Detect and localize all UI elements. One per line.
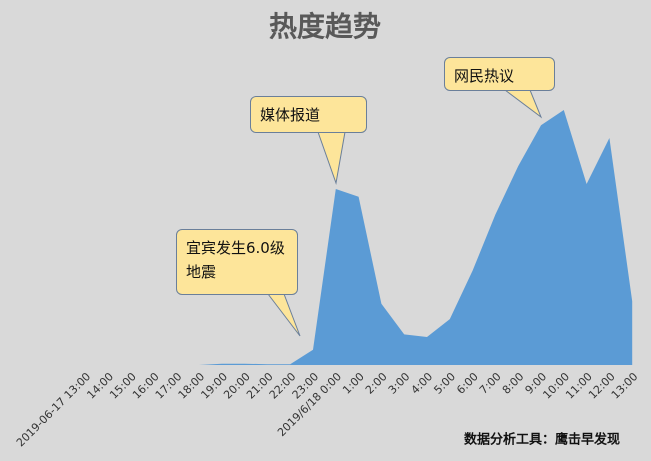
- x-tick-label: 7:00: [477, 370, 504, 397]
- x-tick-label: 2019-06-17 13:00: [14, 370, 93, 449]
- footnote: 数据分析工具：鹰击早发现: [464, 432, 620, 448]
- area: [85, 110, 633, 365]
- x-tick-label: 2:00: [363, 370, 390, 397]
- x-tick-label: 1:00: [340, 370, 367, 397]
- chart-title: 热度趋势: [269, 10, 381, 43]
- callout: 宜宾发生6.0级地震: [176, 229, 298, 295]
- x-tick-label: 3:00: [386, 370, 413, 397]
- callout: 网民热议: [444, 57, 555, 91]
- callout-pointer: [317, 131, 346, 185]
- callout-pointer: [503, 89, 543, 119]
- x-tick-label: 13:00: [609, 370, 641, 402]
- x-tick-label: 5:00: [431, 370, 458, 397]
- x-tick-label: 8:00: [500, 370, 527, 397]
- callout-pointer: [266, 293, 301, 337]
- x-tick-label: 6:00: [454, 370, 481, 397]
- callout: 媒体报道: [250, 96, 367, 133]
- x-tick-label: 4:00: [409, 370, 436, 397]
